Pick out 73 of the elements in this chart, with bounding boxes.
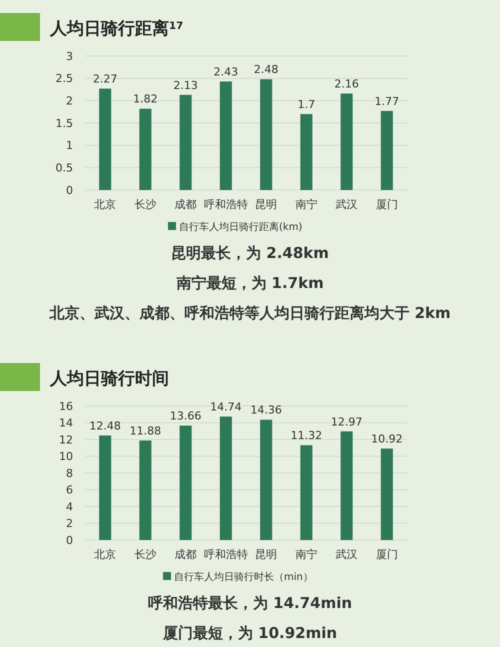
- data-label: 2.43: [214, 65, 238, 78]
- y-tick-label: 2.5: [56, 72, 73, 86]
- y-tick-label: 2: [66, 517, 73, 530]
- x-tick-label: 成都: [174, 198, 197, 211]
- text: 北京、武汉、成都、呼和浩特等人均日骑行距离均大于 2km: [48, 304, 451, 322]
- data-label: 12.48: [89, 419, 121, 432]
- y-tick-label: 14: [59, 416, 73, 430]
- x-tick-label: 厦门: [376, 198, 398, 211]
- y-tick-label: 2: [66, 94, 73, 108]
- bar: [300, 114, 312, 190]
- x-tick-label: 南宁: [295, 548, 318, 561]
- data-label: 2.27: [92, 72, 118, 86]
- bar: [139, 108, 152, 190]
- text: 呼和浩特最长，为 14.74min: [148, 594, 352, 612]
- bar: [180, 94, 192, 190]
- legend-label: 自行车人均日骑行时长（min）: [174, 571, 313, 583]
- x-tick-label: 武汉: [336, 548, 358, 561]
- x-tick-label: 北京: [94, 548, 116, 561]
- x-tick-label: 昆明: [255, 548, 278, 561]
- bar: [260, 420, 272, 540]
- bar: [220, 81, 232, 190]
- x-tick-label: 厦门: [376, 548, 398, 561]
- bar: [139, 440, 152, 540]
- bar: [180, 426, 192, 540]
- bar: [260, 79, 272, 190]
- bar: [380, 110, 393, 190]
- y-tick-label: 4: [66, 500, 73, 514]
- data-label: 11.88: [130, 424, 162, 438]
- bar: [99, 435, 112, 540]
- bar: [300, 445, 312, 540]
- bar: [99, 88, 112, 190]
- text: 昆明最长，为 2.48km: [171, 244, 329, 262]
- y-tick-label: 3: [66, 50, 73, 63]
- data-label: 14.74: [210, 400, 242, 414]
- data-label: 1.82: [133, 92, 158, 106]
- data-label: 13.66: [170, 410, 202, 423]
- y-tick-label: 0: [66, 184, 73, 197]
- x-tick-label: 成都: [174, 548, 197, 561]
- text: 南宁最短，为 1.7km: [175, 274, 324, 292]
- data-label: 1.7: [298, 98, 316, 112]
- legend-label: 自行车人均日骑行距离(km): [179, 221, 302, 233]
- data-label: 14.36: [250, 404, 282, 417]
- data-label: 2.16: [334, 78, 359, 91]
- y-tick-label: 1: [66, 139, 73, 152]
- y-tick-label: 6: [66, 484, 73, 497]
- x-tick-label: 长沙: [134, 198, 156, 211]
- x-tick-label: 呼和浩特: [204, 198, 248, 211]
- data-label: 2.13: [173, 78, 198, 92]
- data-label: 11.32: [290, 429, 322, 442]
- chart-title: 人均日骑行距离$^{17}$: [49, 19, 184, 39]
- x-tick-label: 长沙: [134, 548, 156, 561]
- y-tick-label: 8: [66, 466, 73, 480]
- chart-title: 人均日骑行时间: [49, 369, 169, 389]
- data-label: 12.97: [330, 415, 362, 428]
- bar: [220, 416, 232, 540]
- y-tick-label: 12: [59, 433, 73, 446]
- data-label: 2.48: [254, 63, 278, 76]
- data-label: 1.77: [374, 94, 400, 108]
- text: 厦门最短，为 10.92min: [162, 624, 338, 642]
- bar: [340, 94, 353, 190]
- bar: [380, 448, 393, 540]
- bar: [340, 431, 353, 540]
- y-tick-label: 16: [59, 400, 73, 413]
- y-tick-label: 10: [59, 450, 73, 464]
- x-tick-label: 武汉: [336, 198, 358, 211]
- x-tick-label: 南宁: [295, 198, 318, 211]
- y-tick-label: 1.5: [56, 116, 73, 130]
- y-tick-label: 0.5: [56, 162, 73, 175]
- x-tick-label: 昆明: [255, 198, 278, 211]
- x-tick-label: 北京: [94, 198, 116, 211]
- y-tick-label: 0: [66, 534, 73, 547]
- data-label: 10.92: [371, 432, 403, 446]
- x-tick-label: 呼和浩特: [204, 548, 248, 561]
